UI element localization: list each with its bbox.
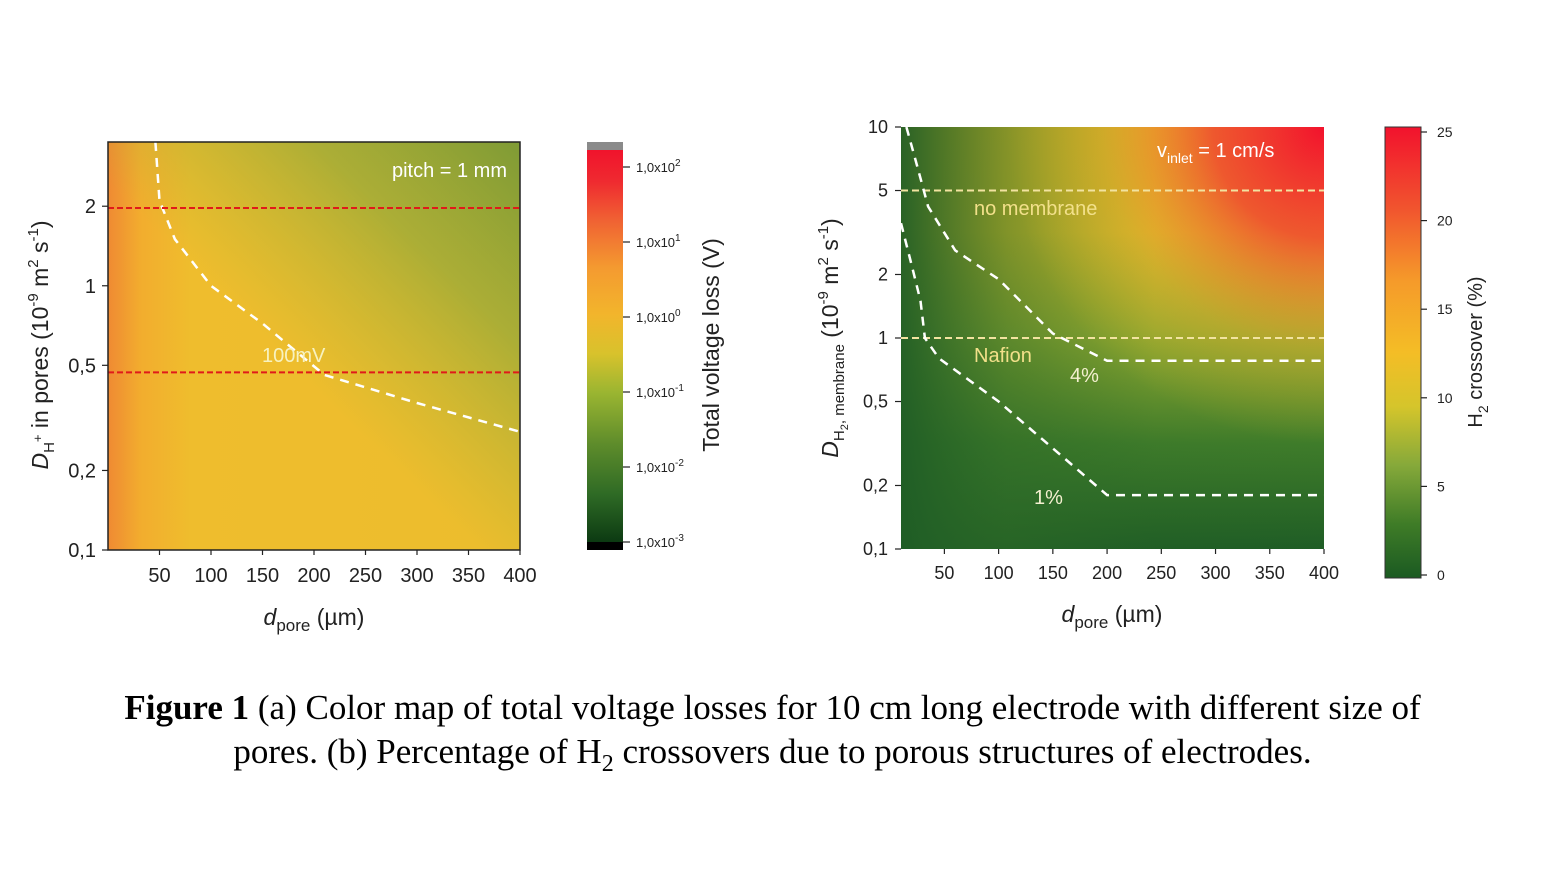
red-reference-lines [108, 206, 520, 374]
colorbar-b-tick-label: 5 [1437, 478, 1445, 494]
x-tick-label-b: 150 [1038, 563, 1068, 583]
caption-figure-label: Figure 1 [124, 688, 250, 727]
colorbar-a-underflow [587, 542, 623, 550]
heatmap-a-overlay [108, 142, 520, 550]
x-tick-label-a: 300 [400, 565, 433, 587]
x-tick-label-a: 350 [452, 565, 485, 587]
x-tick-label-a: 100 [194, 565, 227, 587]
x-axis-a: 50 100 150 200 250 300 350 400 [148, 550, 537, 587]
inlet-velocity-label: vinlet = 1 cm/s [1157, 140, 1274, 166]
colorbar-b-title: H2 crossover (%) [1465, 276, 1491, 427]
colorbar-a [587, 150, 623, 542]
contour-line-1pct [899, 222, 1324, 497]
colorbar-b-tick-label: 10 [1437, 390, 1453, 406]
figure-caption-line-1: Figure 1 (a) Color map of total voltage … [0, 688, 1545, 728]
y-axis-title-b: DH2, membrane (10-9 m2 s-1) [815, 218, 851, 457]
pitch-label: pitch = 1 mm [392, 160, 507, 182]
colorbar-a-tick-label: 1,0x10-2 [636, 458, 684, 475]
colorbar-a-tick-label: 1,0x101 [636, 233, 681, 250]
colorbar-b-tick-label: 25 [1437, 124, 1453, 140]
x-tick-label-b: 200 [1092, 563, 1122, 583]
y-axis-b: 0,1 0,2 0,5 1 2 5 10 [863, 117, 901, 559]
colorbar-b-tick-label: 20 [1437, 213, 1453, 229]
x-tick-label-b: 250 [1146, 563, 1176, 583]
y-tick-label-a: 0,5 [68, 355, 96, 377]
crossover-contours [899, 126, 1324, 497]
x-tick-label-a: 250 [349, 565, 382, 587]
x-tick-label-b: 350 [1255, 563, 1285, 583]
caption-text-1: (a) Color map of total voltage losses fo… [249, 688, 1421, 727]
colorbar-a-tick-label: 1,0x100 [636, 308, 681, 325]
x-axis-title-a: dpore (µm) [264, 604, 365, 635]
x-tick-label-a: 150 [246, 565, 279, 587]
y-axis-title-a: DH+ in pores (10-9 m2 s-1) [25, 220, 58, 469]
y-tick-label-a: 1 [85, 276, 96, 298]
y-tick-label-b: 10 [868, 117, 888, 137]
colorbar-a-tick-label: 1,0x102 [636, 158, 681, 175]
contour-label-4pct: 4% [1070, 365, 1099, 387]
x-tick-label-b: 400 [1309, 563, 1339, 583]
colorbar-a-tick-label: 1,0x10-3 [636, 533, 684, 550]
contour-label-1pct: 1% [1034, 487, 1063, 509]
colorbar-a-title: Total voltage loss (V) [698, 238, 724, 451]
y-tick-label-a: 0,2 [68, 460, 96, 482]
x-tick-label-a: 400 [503, 565, 536, 587]
colorbar-a-overflow [587, 142, 623, 150]
x-tick-label-a: 50 [148, 565, 170, 587]
membrane-reference-lines [901, 189, 1324, 339]
panel-a: 50 100 150 200 250 300 350 400 0,1 0,2 0,5 1 2 pitc… [25, 141, 724, 635]
x-tick-label-a: 200 [297, 565, 330, 587]
colorbar-a-ticks: 1,0x102 1,0x101 1,0x100 1,0x10-1 1,0x10-2 1,0… [623, 158, 684, 550]
y-tick-label-a: 2 [85, 196, 96, 218]
colorbar-b-tick-label: 0 [1437, 567, 1445, 583]
figure-canvas: 50 100 150 200 250 300 350 400 0,10,20,512 pitc… [25, 117, 1491, 635]
colorbar-b-ticks: 0 5 10 15 20 25 [1421, 124, 1453, 583]
colorbar-a-tick-label: 1,0x10-1 [636, 383, 684, 400]
y-tick-label-b: 2 [878, 264, 888, 284]
colorbar-b-tick-label: 15 [1437, 301, 1453, 317]
y-tick-label-b: 0,5 [863, 392, 888, 412]
y-tick-label-b: 5 [878, 181, 888, 201]
x-axis-b: 50 100 150 200 250 300 350 400 [934, 549, 1339, 583]
y-tick-label-b: 0,1 [863, 539, 888, 559]
y-tick-label-b: 1 [878, 328, 888, 348]
caption-text-2a: pores. (b) Percentage of H [233, 732, 602, 771]
y-tick-label-b: 0,2 [863, 475, 888, 495]
caption-subscript: 2 [601, 751, 614, 777]
no-membrane-label: no membrane [974, 198, 1097, 220]
contour-label-100mv: 100mV [262, 345, 326, 367]
x-tick-label-b: 100 [984, 563, 1014, 583]
y-axis-a: 0,1 0,2 0,5 1 2 [68, 196, 108, 562]
x-tick-label-b: 300 [1201, 563, 1231, 583]
nafion-label: Nafion [974, 345, 1032, 367]
y-tick-label-a: 0,1 [68, 540, 96, 562]
figure-caption-line-2: pores. (b) Percentage of H2 crossovers d… [0, 732, 1545, 778]
caption-text-2b: crossovers due to porous structures of e… [613, 732, 1312, 771]
x-axis-title-b: dpore (µm) [1062, 601, 1163, 632]
contour-line-4pct [905, 126, 1324, 363]
x-tick-label-b: 50 [934, 563, 954, 583]
colorbar-b [1384, 126, 1422, 579]
